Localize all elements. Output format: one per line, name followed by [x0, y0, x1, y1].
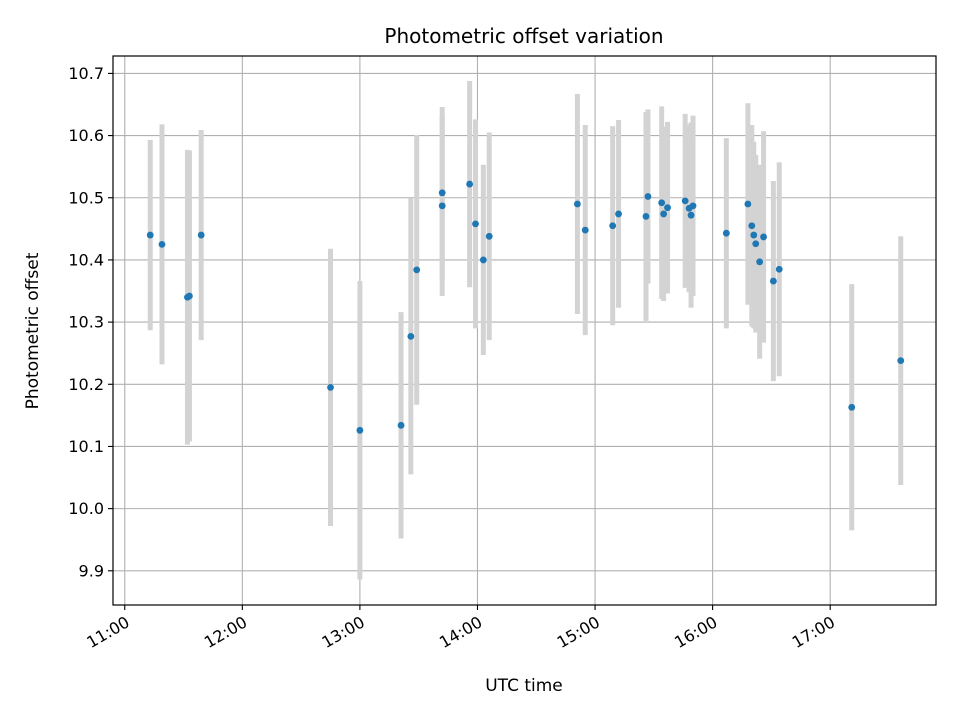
data-point	[752, 240, 760, 248]
data-point	[689, 202, 697, 210]
data-point	[479, 256, 487, 264]
data-point	[775, 265, 783, 273]
data-point	[146, 231, 154, 239]
data-point	[848, 403, 856, 411]
data-point	[407, 333, 415, 340]
y-tick-label: 10.1	[68, 437, 104, 456]
data-point	[327, 383, 334, 391]
data-point	[644, 193, 652, 200]
data-point	[681, 197, 689, 205]
data-point	[472, 220, 479, 228]
data-point	[760, 233, 767, 241]
data-point	[615, 210, 622, 218]
data-point	[397, 421, 405, 429]
data-point	[748, 222, 756, 230]
data-point	[466, 180, 474, 188]
x-axis-label: UTC time	[485, 676, 563, 696]
y-tick-label: 10.5	[68, 188, 104, 207]
data-point	[687, 211, 695, 219]
data-point	[186, 292, 193, 300]
y-axis-label: Photometric offset	[23, 252, 43, 409]
y-tick-label: 10.4	[68, 250, 104, 269]
data-point	[438, 202, 446, 210]
data-point	[660, 210, 668, 218]
y-tick-label: 9.9	[79, 561, 104, 580]
data-point	[485, 232, 493, 240]
data-point	[744, 200, 752, 208]
data-point	[750, 231, 758, 239]
data-point	[581, 226, 589, 234]
y-tick-label: 10.0	[68, 499, 104, 518]
data-point	[664, 204, 671, 212]
data-point	[756, 258, 764, 266]
data-points	[146, 180, 905, 434]
data-point	[658, 199, 666, 207]
data-point	[197, 231, 205, 239]
y-tick-label: 10.2	[68, 375, 104, 394]
grid	[113, 56, 936, 605]
data-point	[609, 222, 617, 230]
y-axis-ticks: 9.9 10.0 10.1 10.2 10.3 10.4 10.5 10.6 10.7	[68, 64, 113, 580]
data-point	[413, 266, 421, 274]
chart-title: Photometric offset variation	[384, 24, 663, 48]
data-point	[722, 229, 730, 237]
data-point	[897, 357, 905, 365]
plot-frame	[112, 55, 937, 606]
y-tick-label: 10.3	[68, 313, 104, 332]
data-point	[642, 213, 650, 220]
data-point	[158, 240, 166, 248]
data-point	[574, 200, 581, 208]
data-point	[356, 426, 364, 434]
y-tick-label: 10.7	[68, 64, 104, 83]
data-point	[438, 189, 446, 197]
data-point	[769, 277, 777, 285]
y-tick-label: 10.6	[68, 126, 104, 145]
